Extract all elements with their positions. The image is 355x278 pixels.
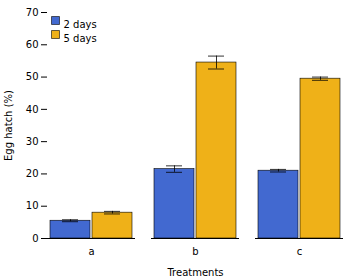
svg-text:40: 40 bbox=[26, 104, 39, 115]
svg-text:10: 10 bbox=[26, 200, 39, 211]
svg-text:c: c bbox=[297, 246, 303, 257]
svg-text:30: 30 bbox=[26, 136, 39, 147]
svg-text:b: b bbox=[192, 246, 198, 257]
svg-text:5 days: 5 days bbox=[64, 33, 97, 44]
svg-text:a: a bbox=[88, 246, 94, 257]
svg-text:Treatments: Treatments bbox=[166, 267, 223, 278]
svg-text:Egg hatch (%): Egg hatch (%) bbox=[3, 90, 14, 161]
svg-text:20: 20 bbox=[26, 168, 39, 179]
svg-text:70: 70 bbox=[26, 7, 39, 18]
svg-text:2 days: 2 days bbox=[64, 19, 97, 30]
svg-text:60: 60 bbox=[26, 39, 39, 50]
svg-text:50: 50 bbox=[26, 71, 39, 82]
svg-text:0: 0 bbox=[32, 233, 38, 244]
